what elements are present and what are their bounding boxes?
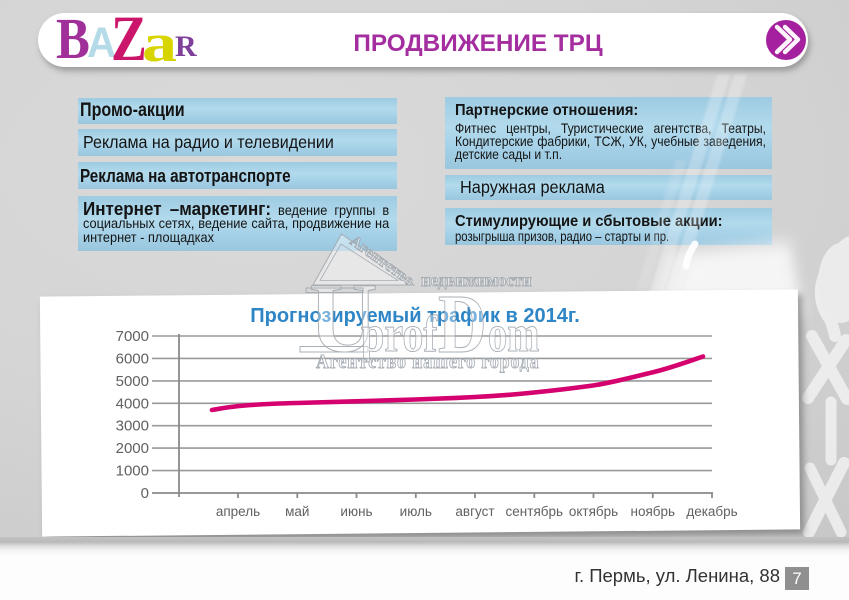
svg-text:июнь: июнь <box>340 504 372 519</box>
svg-text:6000: 6000 <box>116 350 149 367</box>
svg-text:7000: 7000 <box>116 328 149 345</box>
svg-text:декабрь: декабрь <box>686 504 737 519</box>
svg-text:5000: 5000 <box>116 373 149 390</box>
svg-text:сентябрь: сентябрь <box>506 504 563 519</box>
svg-text:октябрь: октябрь <box>569 504 618 519</box>
svg-text:апрель: апрель <box>216 504 260 519</box>
svg-text:Прогнозируемый трафик в 2014г.: Прогнозируемый трафик в 2014г. <box>250 305 580 327</box>
svg-text:1000: 1000 <box>116 463 149 480</box>
svg-text:0: 0 <box>141 485 149 502</box>
svg-text:август: август <box>455 504 494 519</box>
svg-text:U: U <box>309 263 378 374</box>
svg-text:4000: 4000 <box>116 395 149 412</box>
svg-text:D: D <box>438 278 487 371</box>
svg-text:2000: 2000 <box>116 440 149 457</box>
svg-text:prof: prof <box>361 306 439 363</box>
svg-text:Агентство нашего города: Агентство нашего города <box>316 351 539 373</box>
svg-text:3000: 3000 <box>116 418 149 435</box>
svg-text:ноябрь: ноябрь <box>631 504 676 519</box>
svg-text:июль: июль <box>400 504 432 519</box>
svg-text:om: om <box>488 304 539 362</box>
svg-text:недвижимости: недвижимости <box>421 270 532 290</box>
svg-text:май: май <box>285 504 309 519</box>
